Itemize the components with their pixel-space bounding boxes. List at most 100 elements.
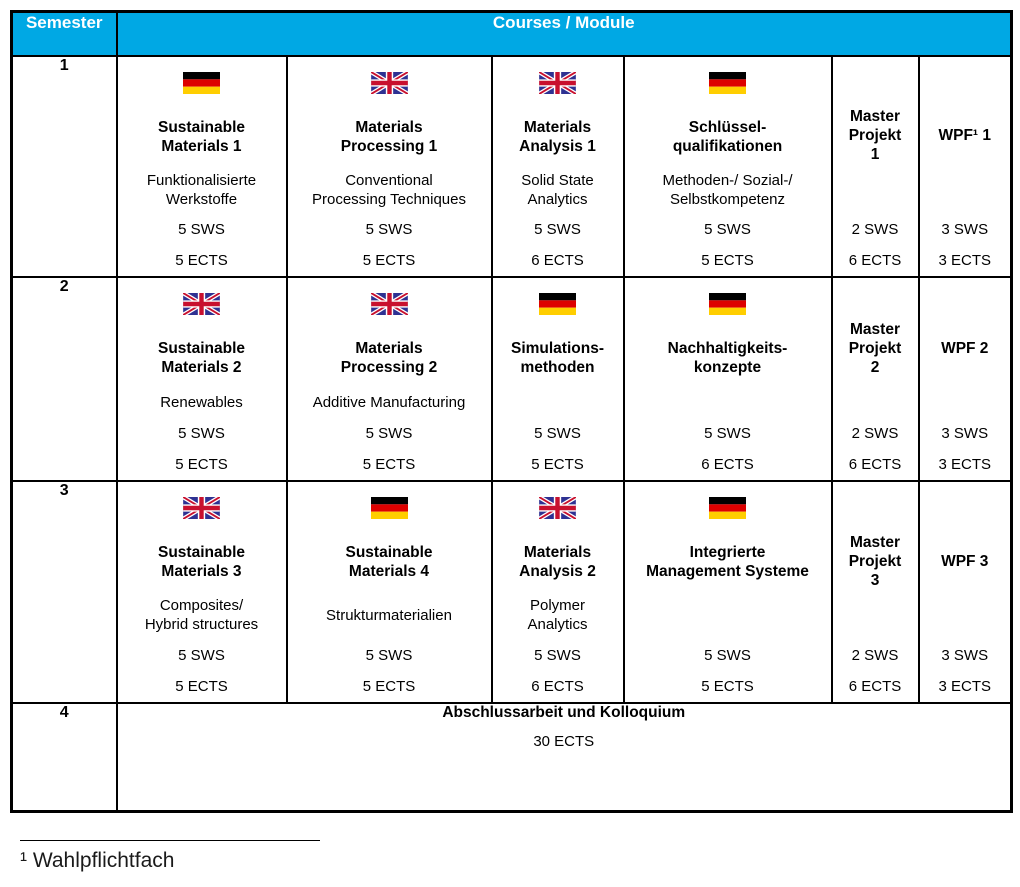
course-sws-wpf-2: 3 SWS [941, 425, 989, 442]
course-cell-integrierte-management-systeme: Integrierte Management Systeme 5 SWS 5 ECT… [622, 480, 833, 704]
course-cell-sustainable-materials-2: Sustainable Materials 2 Renewables 5 SWS 5 … [115, 276, 288, 482]
semester-column-header: Semester [10, 10, 118, 57]
thesis-ects: 30 ECTS [533, 733, 595, 750]
course-ects-wpf-3: 3 ECTS [938, 678, 991, 695]
course-ects-simulations-methoden: 5 ECTS [531, 456, 584, 473]
course-title-sustainable-materials-1: Sustainable Materials 1 [158, 119, 245, 155]
uk-flag-icon [539, 497, 576, 519]
semester-number-4: 4 [10, 702, 118, 812]
course-ects-materials-analysis-2: 6 ECTS [531, 678, 584, 695]
course-subtitle-sustainable-materials-2: Renewables [160, 393, 243, 411]
course-ects-wpf-2: 3 ECTS [938, 456, 991, 473]
german-flag-slot [625, 278, 831, 330]
german-flag-slot [493, 278, 623, 330]
uk-flag-icon [183, 497, 220, 519]
course-sws-materials-processing-1: 5 SWS [365, 221, 413, 238]
footnote-rule [20, 840, 320, 841]
course-sws-master-projekt-1: 2 SWS [851, 221, 899, 238]
german-flag-icon [709, 72, 746, 94]
uk-flag-slot [493, 57, 623, 109]
course-sws-wpf-3: 3 SWS [941, 647, 989, 664]
thesis-title: Abschlussarbeit und Kolloquium [442, 704, 686, 721]
course-cell-materials-processing-2: Materials Processing 2 Additive Manufactur… [285, 276, 493, 482]
german-flag-icon [183, 72, 220, 94]
german-flag-slot [625, 57, 831, 109]
german-flag-icon [709, 293, 746, 315]
course-cell-materials-processing-1: Materials Processing 1 Conventional Process… [285, 55, 493, 278]
course-ects-sustainable-materials-1: 5 ECTS [175, 252, 228, 269]
course-ects-master-projekt-3: 6 ECTS [848, 678, 902, 695]
semester-row-3: 3 Sustainable Materials 3 Composites/Hybri… [10, 480, 1013, 704]
course-cell-wpf-1: WPF¹ 1 3 SWS 3 ECTS [917, 55, 1013, 278]
course-ects-sustainable-materials-2: 5 ECTS [175, 456, 228, 473]
course-title-wpf-3: WPF 3 [941, 552, 989, 570]
course-subtitle-integrierte-management-systeme [625, 590, 831, 640]
course-ects-master-projekt-1: 6 ECTS [848, 252, 902, 269]
course-title-wpf-1: WPF¹ 1 [938, 127, 992, 144]
uk-flag-slot [493, 482, 623, 534]
course-subtitle-materials-processing-1: Conventional Processing Techniques [312, 171, 466, 208]
thesis-cell: Abschlussarbeit und Kolloquium 30 ECTS [115, 702, 1013, 812]
german-flag-slot [625, 482, 831, 534]
course-ects-sustainable-materials-3: 5 ECTS [175, 678, 228, 695]
course-cell-master-projekt-1: Master Projekt 1 2 SWS 6 ECTS [830, 55, 920, 278]
course-title-sustainable-materials-4: Sustainable Materials 4 [345, 544, 433, 580]
course-cell-materials-analysis-2: Materials Analysis 2 Polymer Analytics 5 SWS… [490, 480, 625, 704]
semester-row-1: 1 Sustainable Materials 1 Funktionalisiert… [10, 55, 1013, 278]
curriculum-table: Semester Courses / Module 1 Sustainable M… [10, 10, 1013, 813]
course-ects-materials-analysis-1: 6 ECTS [531, 252, 584, 269]
course-sws-materials-processing-2: 5 SWS [365, 425, 413, 442]
course-sws-simulations-methoden: 5 SWS [534, 425, 581, 442]
uk-flag-icon [370, 293, 408, 315]
german-flag-slot [288, 482, 491, 534]
course-cell-wpf-3: WPF 3 3 SWS 3 ECTS [917, 480, 1013, 704]
course-ects-master-projekt-2: 6 ECTS [848, 456, 902, 473]
course-cell-nachhaltigkeits-konzepte: Nachhaltigkeits-konzepte 5 SWS 6 ECTS [622, 276, 833, 482]
course-sws-master-projekt-2: 2 SWS [851, 425, 899, 442]
semester-number-1: 1 [10, 55, 118, 278]
german-flag-icon [709, 497, 746, 519]
course-subtitle-materials-processing-2: Additive Manufacturing [312, 393, 466, 411]
course-title-materials-processing-1: Materials Processing 1 [340, 119, 438, 155]
footnote-text: ¹ Wahlpflichtfach [20, 849, 175, 872]
german-flag-slot [118, 57, 286, 109]
course-sws-sustainable-materials-3: 5 SWS [178, 647, 225, 664]
course-title-materials-analysis-1: Materials Analysis 1 [519, 119, 596, 155]
course-subtitle-nachhaltigkeits-konzepte [625, 386, 831, 418]
course-title-sustainable-materials-3: Sustainable Materials 3 [158, 544, 245, 580]
course-title-schl-ssel-qualifikationen: Schlüssel-qualifikationen [672, 119, 783, 155]
final-row-body: 4 Abschlussarbeit und Kolloquium 30 ECTS [10, 702, 1013, 812]
course-cell-wpf-2: WPF 2 3 SWS 3 ECTS [917, 276, 1013, 482]
course-subtitle-sustainable-materials-4: Strukturmaterialien [326, 606, 452, 624]
course-ects-schl-ssel-qualifikationen: 5 ECTS [701, 252, 754, 269]
course-sws-schl-ssel-qualifikationen: 5 SWS [704, 221, 751, 238]
uk-flag-slot [118, 482, 286, 534]
course-sws-wpf-1: 3 SWS [941, 221, 989, 238]
uk-flag-slot [118, 278, 286, 330]
course-sws-master-projekt-3: 2 SWS [851, 647, 899, 664]
course-title-master-projekt-1: Master Projekt 1 [848, 108, 902, 163]
course-subtitle-sustainable-materials-1: Funktionalisierte Werkstoffe [146, 171, 257, 208]
courses-column-header: Courses / Module [115, 10, 1013, 57]
course-title-master-projekt-3: Master Projekt 3 [848, 533, 902, 589]
course-sws-nachhaltigkeits-konzepte: 5 SWS [704, 425, 751, 442]
course-cell-master-projekt-3: Master Projekt 3 2 SWS 6 ECTS [830, 480, 920, 704]
course-sws-sustainable-materials-2: 5 SWS [178, 425, 225, 442]
semester-row-4: 4 Abschlussarbeit und Kolloquium 30 ECTS [10, 702, 1013, 812]
uk-flag-icon [539, 72, 576, 94]
course-cell-sustainable-materials-4: Sustainable Materials 4 Strukturmaterialie… [285, 480, 493, 704]
course-sws-materials-analysis-2: 5 SWS [534, 647, 581, 664]
course-ects-materials-processing-1: 5 ECTS [362, 252, 416, 269]
course-ects-sustainable-materials-4: 5 ECTS [362, 678, 416, 695]
footnote: ¹ Wahlpflichtfach [20, 840, 420, 873]
course-subtitle-materials-analysis-2: Polymer Analytics [527, 597, 588, 633]
course-subtitle-materials-analysis-1: Solid State Analytics [521, 171, 594, 208]
course-title-master-projekt-2: Master Projekt 2 [848, 320, 902, 376]
course-ects-materials-processing-2: 5 ECTS [362, 456, 416, 473]
semester-row-2: 2 Sustainable Materials 2 Renewables 5 SWS … [10, 276, 1013, 482]
course-sws-integrierte-management-systeme: 5 SWS [704, 647, 751, 664]
course-rows-body: 1 Sustainable Materials 1 Funktionalisiert… [10, 55, 1013, 704]
course-title-wpf-2: WPF 2 [941, 339, 989, 357]
course-cell-schl-ssel-qualifikationen: Schlüssel-qualifikationen Methoden-/ Sozi… [622, 55, 833, 278]
